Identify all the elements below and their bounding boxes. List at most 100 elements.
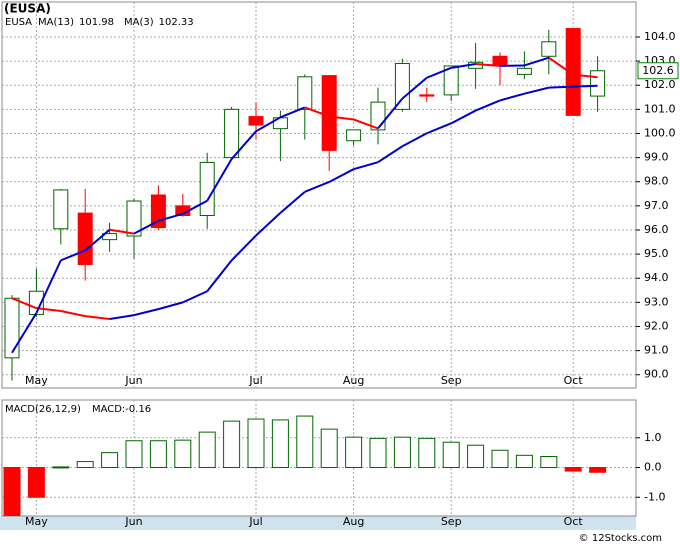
x-tick-label: Jul [248,374,262,387]
candle-body [492,55,508,67]
macd-bar [247,418,265,469]
candle-body [346,129,362,142]
ma-line-segment [548,56,574,76]
x-tick-label: May [25,374,48,387]
x-tick-label: Jun [124,374,142,387]
macd-bar [3,467,21,516]
ma-line-segment [109,228,135,235]
ma-line-segment [255,116,281,133]
footer: © 12Stocks.com [579,533,662,544]
ma-line-segment [426,122,452,135]
candle-body [321,75,337,151]
x-tick-label: May [25,515,48,528]
ma-line-segment [11,297,37,310]
ma-line-segment [426,66,452,79]
x-tick-label: Sep [441,515,462,528]
candle-body [126,200,142,237]
plot-area [2,400,636,516]
x-tick-label: Aug [343,515,364,528]
ma-line-segment [84,228,111,252]
macd-bar [52,466,70,469]
ma-line-segment [36,307,61,313]
ma-line-segment [60,310,86,318]
y-tick-label: 99.0 [644,151,669,164]
ma-line-segment [280,106,306,119]
y-tick-label: 91.0 [644,344,669,357]
ma-line-segment [401,132,428,148]
macd-bar [369,437,387,469]
candle-body [565,28,581,116]
ma-line-segment [377,145,403,164]
legend-name: MA(13) [38,17,74,28]
macd-bar [101,452,119,469]
y-tick-label: 94.0 [644,271,669,284]
y-tick-label: 0.0 [644,461,662,474]
macd-bar [515,454,533,469]
ma-line-segment [524,86,550,95]
macd-bar [223,420,241,469]
x-tick-label: Oct [564,374,584,387]
price-label: 102.6 [642,64,674,77]
ma-line-segment [573,84,598,88]
macd-bar [149,440,167,469]
plot-area [2,2,636,388]
legend-name: MA(3) [124,17,154,28]
ma-line-segment [475,99,501,112]
y-tick-label: 93.0 [644,295,669,308]
price-label-box [637,62,679,80]
ma-line-segment [328,168,355,183]
ma-line-segment [158,212,184,222]
ma-line-segment [60,249,86,262]
candle-body [77,212,93,265]
macd-bar [345,436,363,469]
ma-line-segment [255,212,282,237]
ma-line-segment [451,63,476,69]
candle-body [516,67,532,75]
macd-bar [467,444,485,469]
macd-bar [418,437,436,469]
plot-frame [1,1,637,389]
macd-bar [442,441,460,469]
candle-body [248,116,264,126]
legend-value: 102.33 [159,17,194,28]
ma-line-segment [206,259,233,292]
legend-symbol: EUSA [5,17,32,28]
ma-line-segment [304,106,330,118]
x-tick-label: Jun [124,515,142,528]
macd-bar [296,415,314,469]
candle-body [443,65,459,96]
ma-line-segment [573,73,598,79]
y-tick-label: 97.0 [644,199,669,212]
macd-bar [393,436,411,469]
ma-line-segment [109,314,135,320]
ma-line-segment [524,56,550,67]
macd-bar [564,467,582,472]
x-tick-label: Sep [441,374,462,387]
x-tick-label: Jul [248,515,262,528]
ma-line-segment [475,63,501,67]
candle-body [541,41,557,57]
candle-body [4,297,20,359]
ma-line-segment [499,92,525,102]
ma-line-segment [353,118,379,130]
ma-line-segment [182,199,208,215]
candle-body [224,108,240,159]
ma-line-segment [548,85,574,89]
y-tick-label: 98.0 [644,175,669,188]
y-tick-label: 101.0 [644,102,676,115]
ma-line-segment [206,158,233,202]
ma-line-segment [450,109,477,125]
legend-value: MACD:-0.16 [92,404,151,415]
macd-bar [271,419,289,469]
candle-body [297,76,313,110]
macd-bar [174,439,192,469]
y-tick-label: 102.0 [644,78,676,91]
y-tick-label: 104.0 [644,30,676,43]
ma-line-segment [401,76,428,100]
candle-body [590,70,606,97]
ma-line-segment [133,219,159,235]
ma-line-segment [85,315,110,320]
ma-line-segment [279,191,306,214]
y-tick-label: -1.0 [644,490,665,503]
